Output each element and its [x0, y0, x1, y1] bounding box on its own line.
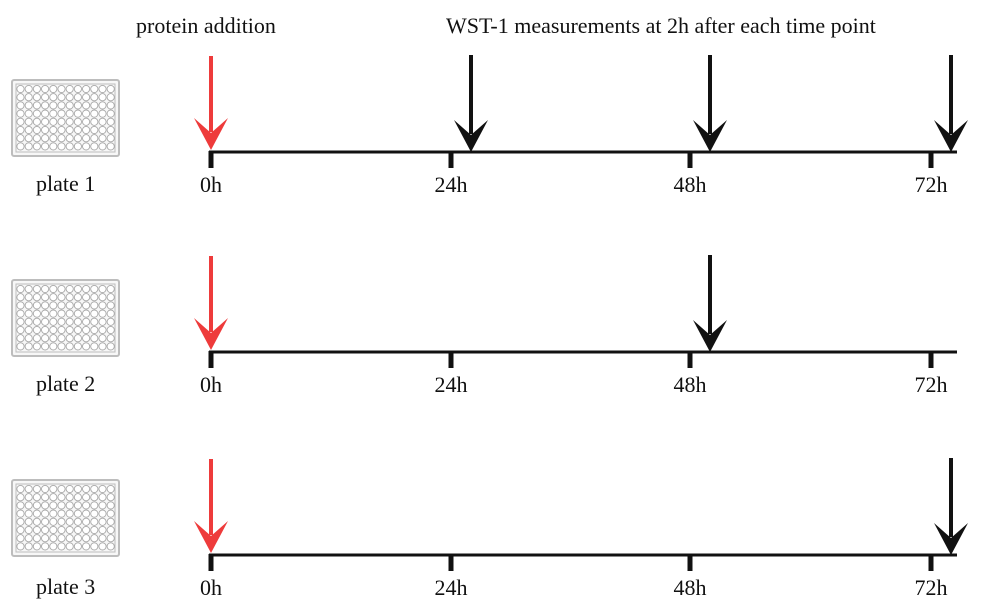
tick-48h [687, 554, 693, 571]
measurement-arrow-72h [934, 458, 968, 555]
tick-label-24h: 24h [435, 172, 468, 197]
plate-label: plate 3 [36, 574, 95, 599]
tick-label-0h: 0h [200, 172, 222, 197]
tick-0h [208, 351, 214, 368]
measurement-arrow-24h [454, 55, 488, 152]
tick-label-72h: 72h [915, 575, 948, 599]
tick-label-48h: 48h [674, 372, 707, 397]
measurement-arrow-48h [693, 255, 727, 352]
wst1-measurement-label: WST-1 measurements at 2h after each time… [446, 13, 876, 38]
tick-48h [687, 151, 693, 168]
protein-addition-arrow [194, 56, 228, 150]
plate-label: plate 2 [36, 371, 95, 396]
tick-24h [448, 554, 454, 571]
tick-label-0h: 0h [200, 575, 222, 599]
protein-addition-label: protein addition [136, 13, 276, 38]
measurement-arrow-72h [934, 55, 968, 152]
tick-24h [448, 351, 454, 368]
plate-label: plate 1 [36, 171, 95, 196]
tick-label-72h: 72h [915, 372, 948, 397]
tick-label-24h: 24h [435, 372, 468, 397]
tick-label-72h: 72h [915, 172, 948, 197]
protein-addition-arrow [194, 459, 228, 553]
tick-48h [687, 351, 693, 368]
tick-24h [448, 151, 454, 168]
tick-label-48h: 48h [674, 575, 707, 599]
protein-addition-arrow [194, 256, 228, 350]
tick-label-48h: 48h [674, 172, 707, 197]
tick-label-0h: 0h [200, 372, 222, 397]
tick-0h [208, 151, 214, 168]
tick-72h [928, 554, 934, 571]
tick-72h [928, 151, 934, 168]
measurement-arrow-48h [693, 55, 727, 152]
tick-label-24h: 24h [435, 575, 468, 599]
96-well-plate-icon [11, 279, 120, 357]
tick-0h [208, 554, 214, 571]
tick-72h [928, 351, 934, 368]
96-well-plate-icon [11, 479, 120, 557]
96-well-plate-icon [11, 79, 120, 157]
